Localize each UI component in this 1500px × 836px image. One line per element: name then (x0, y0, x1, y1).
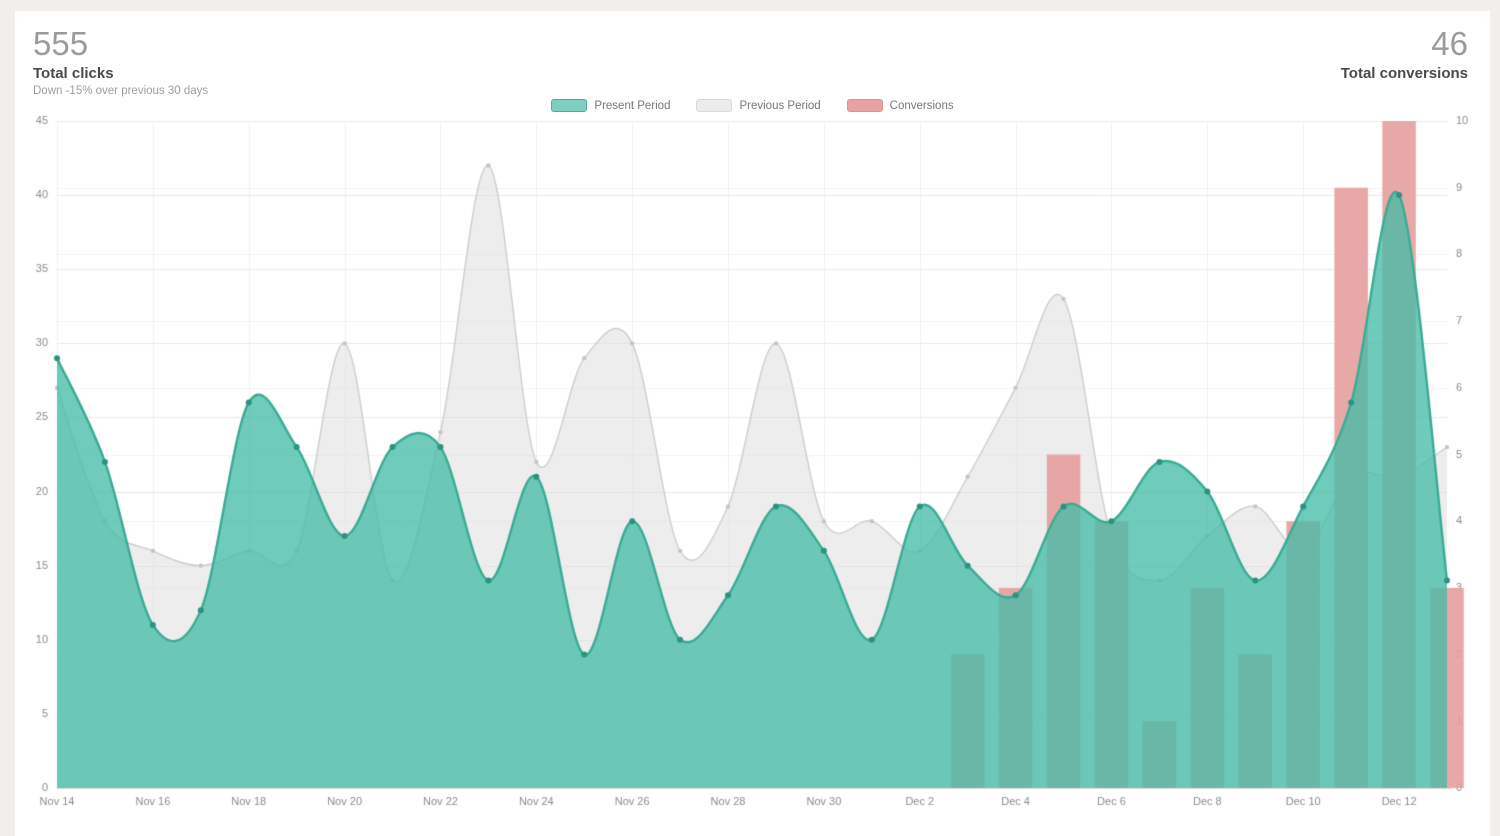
combo-chart-canvas[interactable] (0, 0, 1500, 836)
dashboard-page: 555 Total clicks Down -15% over previous… (0, 0, 1500, 836)
